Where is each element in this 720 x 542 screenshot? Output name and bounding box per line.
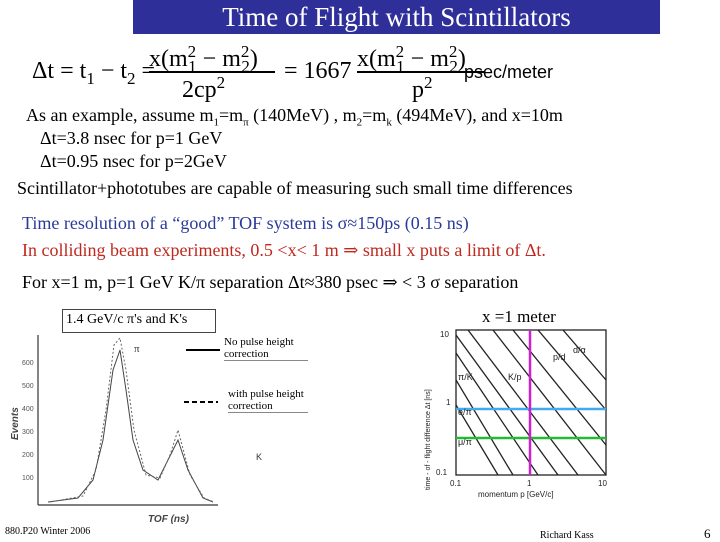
svg-text:10: 10 <box>440 330 449 339</box>
left-plot-ylabel: Events <box>10 407 21 440</box>
tof-equation: Δt = t1 − t2 = x(m21 − m22) 2cp2 = 1667 … <box>32 40 554 103</box>
example-line: As an example, assume m1=mπ (140MeV) , m… <box>26 105 563 129</box>
eq-num1: x(m21 − m22) <box>149 42 258 76</box>
svg-text:0.1: 0.1 <box>450 479 462 488</box>
svg-text:100: 100 <box>22 475 34 482</box>
right-plot-ylabel: time - of - flight difference Δt [ns] <box>425 389 432 490</box>
svg-text:400: 400 <box>22 406 34 413</box>
left-plot-dashed-histogram <box>49 336 215 503</box>
svg-text:1: 1 <box>446 398 451 407</box>
eq-unit: psec/meter <box>464 62 554 82</box>
right-plot-labels: π/K K/p p/d d/α e/π μ/π <box>458 345 586 447</box>
resolution-line: Time resolution of a “good” TOF system i… <box>22 213 469 233</box>
eq-fraction-bar-2 <box>357 71 485 73</box>
eq-den2: p2 <box>412 73 433 103</box>
left-plot-caption-box <box>62 309 216 333</box>
svg-text:0.1: 0.1 <box>436 468 448 477</box>
eq-1667: = 1667 <box>284 58 352 84</box>
eq-den1: 2cp2 <box>182 73 226 103</box>
left-plot-xlabel: TOF (ns) <box>148 514 190 525</box>
svg-text:μ/π: μ/π <box>458 437 472 447</box>
svg-text:500: 500 <box>22 383 34 390</box>
left-plot-yticks: 600 500 400 300 200 100 <box>22 360 34 482</box>
separation-line: For x=1 m, p=1 GeV K/π separation Δt≈380… <box>22 272 519 292</box>
svg-text:10: 10 <box>598 479 607 488</box>
svg-text:p/d: p/d <box>553 352 566 362</box>
footer-page-number: 6 <box>704 526 711 541</box>
right-plot-curves <box>456 330 606 475</box>
svg-text:600: 600 <box>22 360 34 367</box>
dt-line-2: Δt=0.95 nsec for p=2GeV <box>40 151 227 171</box>
right-plot: π/K K/p p/d d/α e/π μ/π 10 1 0.1 0.1 1 1… <box>425 329 607 499</box>
left-plot-k-label: K <box>256 452 262 462</box>
left-plot-axes <box>37 335 218 506</box>
svg-text:200: 200 <box>22 452 34 459</box>
svg-text:K/p: K/p <box>508 372 522 382</box>
eq-num2: x(m21 − m22) <box>357 42 466 76</box>
right-plot-xlabel: momentum p [GeV/c] <box>478 490 554 499</box>
dt-line-1: Δt=3.8 nsec for p=1 GeV <box>40 128 223 148</box>
eq-lhs: Δt = t1 − t2 = <box>32 58 156 88</box>
footer-author: Richard Kass <box>540 530 594 541</box>
svg-text:300: 300 <box>22 429 34 436</box>
legend-dashed-text: with pulse height correction <box>228 388 308 413</box>
footer-course: 880.P20 Winter 2006 <box>5 526 91 537</box>
left-plot-solid-histogram <box>47 349 214 503</box>
svg-text:e/π: e/π <box>458 407 472 417</box>
left-plot: 600 500 400 300 200 100 Events TOF (ns) … <box>10 335 262 525</box>
title-bar <box>133 0 660 34</box>
svg-text:π/K: π/K <box>458 372 473 382</box>
right-plot-ticks: 10 1 0.1 0.1 1 10 <box>436 330 607 488</box>
svg-text:d/α: d/α <box>573 345 586 355</box>
eq-fraction-bar-1 <box>149 71 275 73</box>
right-plot-caption: x =1 meter <box>482 307 556 326</box>
slide-title: Time of Flight with Scintillators <box>222 2 571 32</box>
left-plot-pi-label: π <box>134 343 140 355</box>
colliding-line: In colliding beam experiments, 0.5 <x< 1… <box>22 240 546 260</box>
left-plot-caption: 1.4 GeV/c π's and K's <box>66 312 188 327</box>
svg-text:1: 1 <box>527 479 532 488</box>
scintillator-line: Scintillator+phototubes are capable of m… <box>17 178 573 198</box>
legend-solid-text: No pulse height correction <box>224 336 308 361</box>
